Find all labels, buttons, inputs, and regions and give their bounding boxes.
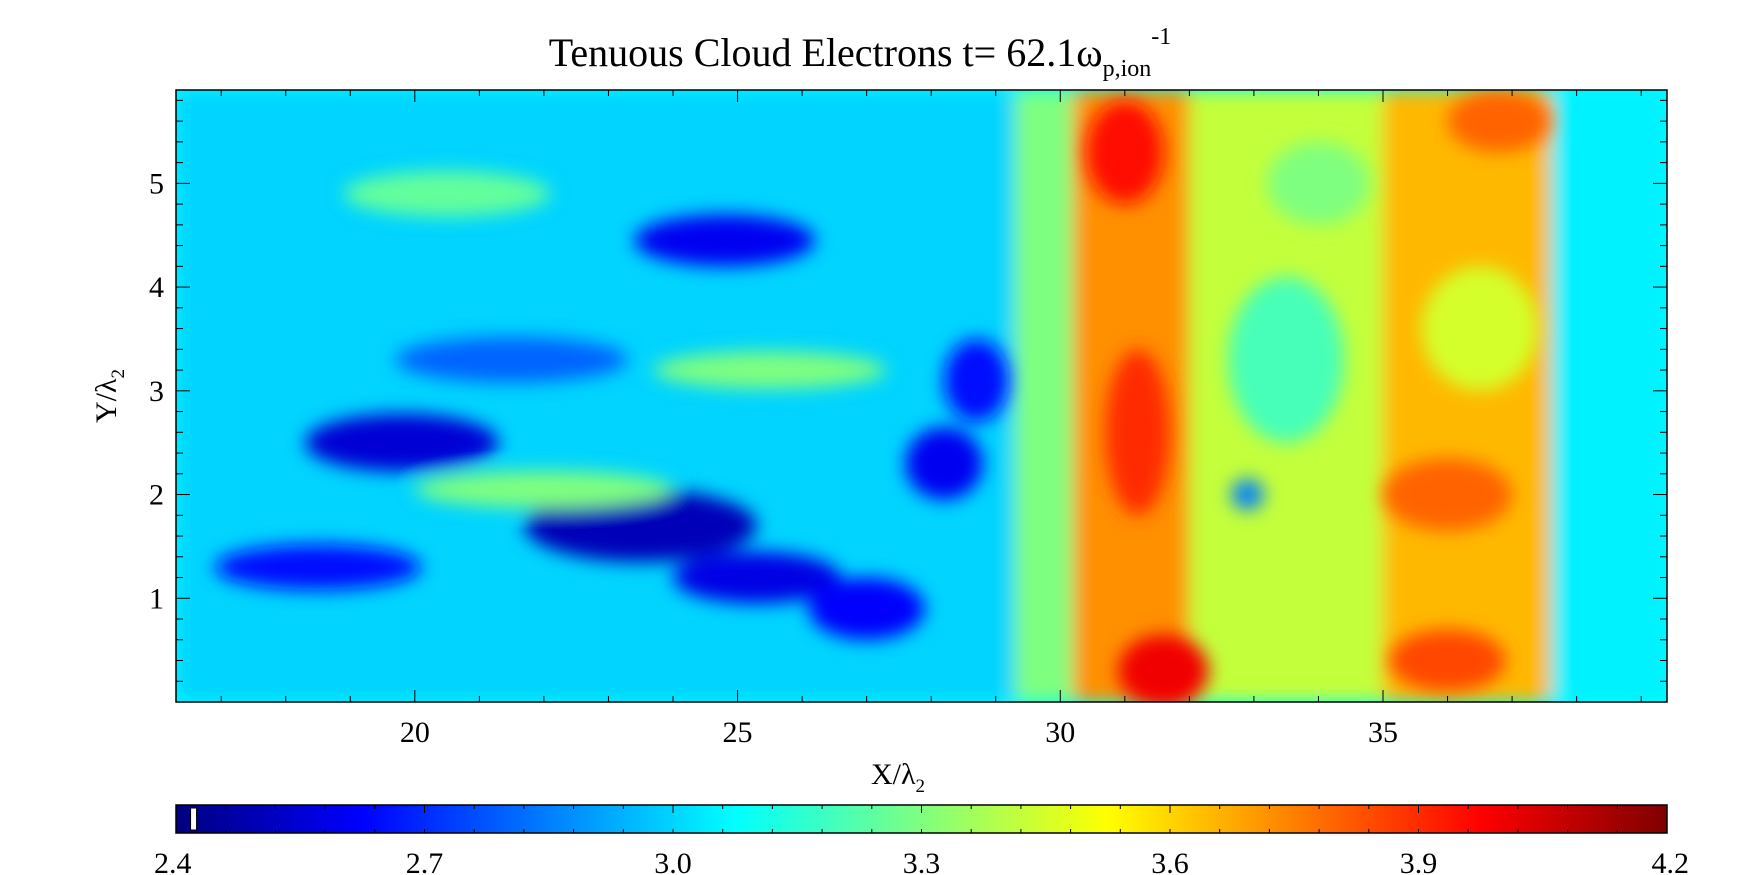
colorbar-tick-label: 3.3 [903, 847, 941, 875]
y-tick-label: 5 [149, 167, 164, 200]
heatmap-blob-0 [524, 489, 757, 562]
heatmap-blob-4 [808, 577, 925, 640]
x-label-subscript: 2 [916, 776, 926, 797]
x-tick-label: 30 [1045, 716, 1075, 749]
x-label-lambda-symbol: λ [901, 758, 916, 791]
heatmap-blob-21 [1266, 141, 1371, 225]
heatmap-blob-17 [1383, 458, 1513, 531]
heatmap-blob-12 [1086, 100, 1164, 205]
heatmap-blob-15 [1228, 276, 1345, 443]
y-label-subscript: 2 [108, 369, 129, 379]
heatmap-blobs [214, 90, 1551, 702]
heatmap-blob-8 [944, 338, 1009, 422]
heatmap-blob-6 [395, 336, 628, 383]
x-axis: 20 25 30 35 [220, 90, 1642, 749]
y-tick-label: 2 [149, 479, 164, 512]
y-label-main: Y/ [90, 392, 123, 423]
heatmap-blob-14 [1118, 634, 1209, 702]
heatmap-blob-7 [905, 427, 983, 500]
chart-title: Tenuous Cloud Electrons t= 62.1ωp,ion -1 [549, 24, 1171, 82]
colorbar-tick-label: 3.0 [654, 847, 692, 875]
heatmap-blob-9 [343, 170, 551, 217]
heatmap-region-4 [1383, 90, 1551, 702]
heatmap-blob-20 [1421, 266, 1538, 391]
x-tick-label: 20 [400, 716, 430, 749]
y-axis: 1 2 3 4 5 [149, 99, 1667, 682]
heatmap-area [176, 90, 1667, 702]
plot-frame [175, 89, 1668, 703]
colorbar: 2.4 2.7 3.0 3.3 3.6 3.9 4.2 [154, 804, 1689, 875]
heatmap-blob-1 [305, 413, 499, 472]
y-tick-label: 3 [149, 375, 164, 408]
heatmap-blob-18 [1389, 629, 1506, 692]
title-subscript: p,ion [1103, 56, 1152, 82]
x-tick-label: 25 [723, 716, 753, 749]
colorbar-tick-label: 2.7 [406, 847, 444, 875]
heatmap-blob-2 [634, 214, 815, 267]
heatmap-region-1 [1015, 90, 1074, 702]
heatmap-blob-3 [673, 551, 841, 604]
heatmap-blob-11 [653, 351, 886, 389]
heatmap-region-5 [1550, 90, 1667, 702]
colorbar-axis: 2.4 2.7 3.0 3.3 3.6 3.9 4.2 [154, 805, 1689, 875]
colorbar-tick-label: 2.4 [154, 847, 192, 875]
x-label-main: X/ [871, 758, 902, 791]
heatmap-blob-16 [1231, 478, 1264, 511]
colorbar-tick-label: 3.6 [1151, 847, 1189, 875]
heatmap-blob-5 [214, 544, 422, 590]
y-tick-label: 1 [149, 582, 164, 615]
y-axis-label: Y/λ2 [90, 369, 129, 423]
heatmap-blob-13 [1105, 349, 1170, 516]
colorbar-tick-label: 4.2 [1652, 847, 1690, 875]
heatmap-blob-19 [1447, 90, 1551, 153]
title-superscript: -1 [1151, 24, 1171, 50]
colorbar-marker [190, 807, 198, 831]
title-main: Tenuous Cloud Electrons t= 62.1 [549, 30, 1076, 75]
title-omega-symbol: ω [1076, 30, 1102, 75]
colorbar-tick-label: 3.9 [1400, 847, 1438, 875]
x-tick-label: 35 [1368, 716, 1398, 749]
y-tick-label: 4 [149, 271, 164, 304]
y-label-lambda-symbol: λ [90, 378, 123, 393]
heatmap-blob-10 [414, 470, 673, 509]
x-axis-label: X/λ2 [871, 758, 925, 797]
